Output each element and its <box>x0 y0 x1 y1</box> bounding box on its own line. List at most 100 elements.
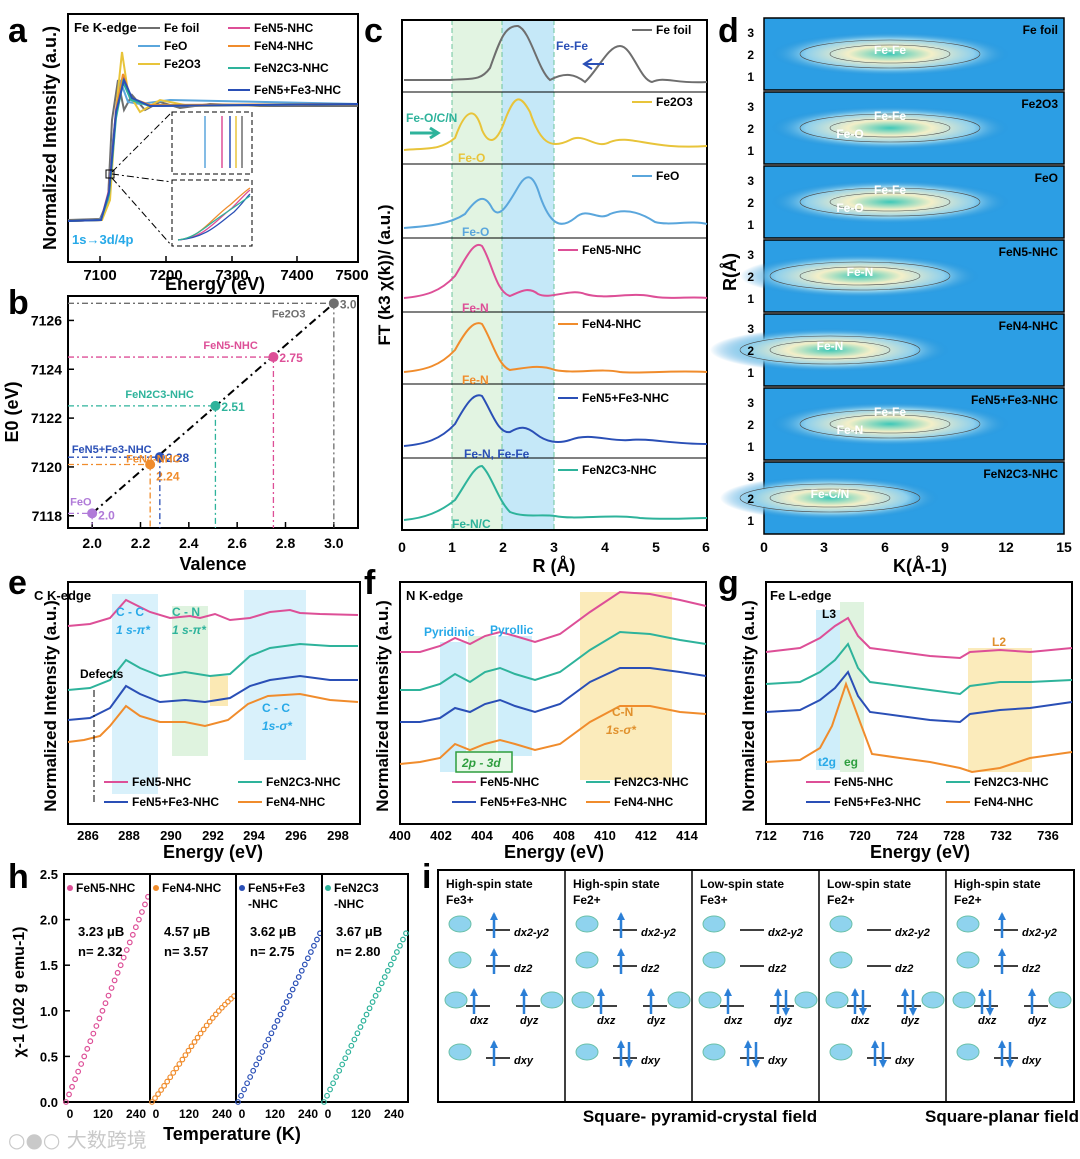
h-data-point <box>375 986 382 993</box>
h-data-point <box>194 1034 201 1041</box>
h-data-point <box>167 1074 174 1081</box>
c-xtick-4: 4 <box>601 539 609 555</box>
f-legend-n4: FeN4-NHC <box>614 795 674 809</box>
f-xtick-5: 410 <box>594 828 616 843</box>
d-contour <box>829 192 951 212</box>
panel-label-f: f <box>364 564 376 602</box>
d-ytick: 2 <box>747 270 754 284</box>
panel-e-chart: C K-edge C - C 1 s-π* C - N 1 s-π* C - C… <box>34 581 361 862</box>
h-data-point <box>381 974 388 980</box>
d-panel-name: FeN4-NHC <box>999 319 1059 333</box>
h-data-point <box>262 1042 269 1049</box>
h-series-name: FeN5-NHC <box>76 881 136 895</box>
b-xlabel: Valence <box>179 554 246 574</box>
b-ytick-label: 7124 <box>31 361 62 377</box>
i-electron-arrowhead <box>901 988 909 996</box>
h-data-point <box>256 1055 263 1062</box>
i-orbital-lobe <box>575 1043 599 1061</box>
e-annot-cc2: C - C <box>262 701 290 715</box>
panel-label-i: i <box>422 858 432 896</box>
i-orbital-lobe <box>794 991 818 1009</box>
i-orbital-label: dz2 <box>514 963 532 975</box>
h-data-point <box>90 1030 97 1037</box>
i-orbital-label: dz2 <box>641 963 659 975</box>
b-ylabel: E0 (eV) <box>2 381 22 442</box>
panel-b-chart: 2.0 2.2 2.4 2.6 2.8 3.0 7118 7120 7122 7124 7126 2.… <box>2 295 359 574</box>
h-data-point <box>307 949 314 955</box>
c-annot-fefe: Fe-Fe <box>556 39 588 53</box>
f-xlabel: Energy (eV) <box>504 842 604 862</box>
d-ytick: 3 <box>747 174 754 188</box>
i-orbital-label: dx2-y2 <box>768 927 803 939</box>
h-data-point <box>354 1030 361 1037</box>
f-legend-n5: FeN5-NHC <box>480 775 540 789</box>
h-data-point <box>135 916 142 923</box>
h-data-point <box>139 909 145 915</box>
i-orbital-lobe <box>575 915 599 933</box>
i-electron-arrowhead <box>724 988 732 996</box>
d-ytick: 2 <box>747 492 754 506</box>
i-ion: Fe3+ <box>700 893 728 907</box>
e-xtick-1: 288 <box>118 828 140 843</box>
h-data-point <box>185 1047 192 1054</box>
h-ytick-label: 0.5 <box>40 1049 58 1064</box>
c-xtick-6: 6 <box>702 539 710 555</box>
d-ytick: 2 <box>747 48 754 62</box>
i-orbital-label: dxy <box>641 1055 661 1067</box>
i-electron-arrowhead <box>617 912 625 920</box>
i-orbital-lobe <box>829 951 853 969</box>
b-ytick-label: 7122 <box>31 410 62 426</box>
f-annot-2p3d: 2p - 3d <box>461 756 501 770</box>
h-data-point <box>286 992 293 999</box>
h-data-point <box>179 1056 186 1063</box>
i-orbital-lobe <box>702 915 726 933</box>
c-label-n5: FeN5-NHC <box>582 243 642 257</box>
d-ytick: 3 <box>747 100 754 114</box>
h-ytick-label: 1.0 <box>40 1004 58 1019</box>
d-ytick: 3 <box>747 322 754 336</box>
h-data-point <box>372 992 379 999</box>
f-legend-n2c3: FeN2C3-NHC <box>614 775 689 789</box>
i-orbital-label: dxz <box>597 1015 616 1027</box>
i-orbital-lobe <box>956 915 980 933</box>
e-annot-cc1: C - C <box>116 605 144 619</box>
g-legend-n2c3: FeN2C3-NHC <box>974 775 1049 789</box>
d-ytick: 1 <box>747 440 754 454</box>
h-legend-marker <box>67 885 73 891</box>
d-peak-label: Fe-O <box>836 201 863 215</box>
i-electron-arrowhead <box>625 1060 633 1068</box>
b-series-name: Fe2O3 <box>272 308 306 320</box>
i-spin-state: Low-spin state <box>700 877 784 891</box>
c-label-n2c3: FeN2C3-NHC <box>582 463 657 477</box>
d-ytick: 1 <box>747 70 754 84</box>
h-data-point <box>268 1030 275 1037</box>
c-xtick-5: 5 <box>652 539 660 555</box>
d-peak-label: Fe-C/N <box>811 487 850 501</box>
h-data-point <box>215 1008 222 1014</box>
f-legend-n5fe3: FeN5+Fe3-NHC <box>480 795 567 809</box>
a-xtick-4: 7400 <box>280 267 313 284</box>
i-ion: Fe2+ <box>954 893 982 907</box>
d-ylabel: R(Å) <box>720 253 740 291</box>
h-data-point <box>69 1083 75 1090</box>
h-data-point <box>280 1005 287 1012</box>
d-xtick-4: 12 <box>998 539 1014 555</box>
panel-g-chart: Fe L-edge L3 L2 t2g eg FeN5-NHC FeN2C3-N… <box>739 581 1073 862</box>
d-hotspot <box>770 32 1010 76</box>
h-data-point <box>366 1005 373 1012</box>
d-xlabel: K(Å-1) <box>893 556 947 576</box>
a-xtick-1: 7100 <box>83 267 116 284</box>
d-ytick: 1 <box>747 514 754 528</box>
h-data-point <box>360 1017 367 1024</box>
b-xtick-label: 3.0 <box>324 535 344 551</box>
h-xtick-label: 0 <box>153 1107 160 1121</box>
d-panel-name: Fe foil <box>1023 23 1058 37</box>
b-value-label: 2.51 <box>221 400 245 414</box>
d-panel-name: FeN2C3-NHC <box>983 467 1058 481</box>
a-legend-n5fe3: FeN5+Fe3-NHC <box>254 83 341 97</box>
panel-e: e C K-edge C - C 1 s-π* C - N 1 s-π* C -… <box>0 566 370 862</box>
d-panel-name: FeN5-NHC <box>999 245 1059 259</box>
i-orbital-lobe <box>952 991 976 1009</box>
e-xtick-4: 294 <box>243 828 265 843</box>
h-moment: 4.57 μB <box>164 924 210 939</box>
